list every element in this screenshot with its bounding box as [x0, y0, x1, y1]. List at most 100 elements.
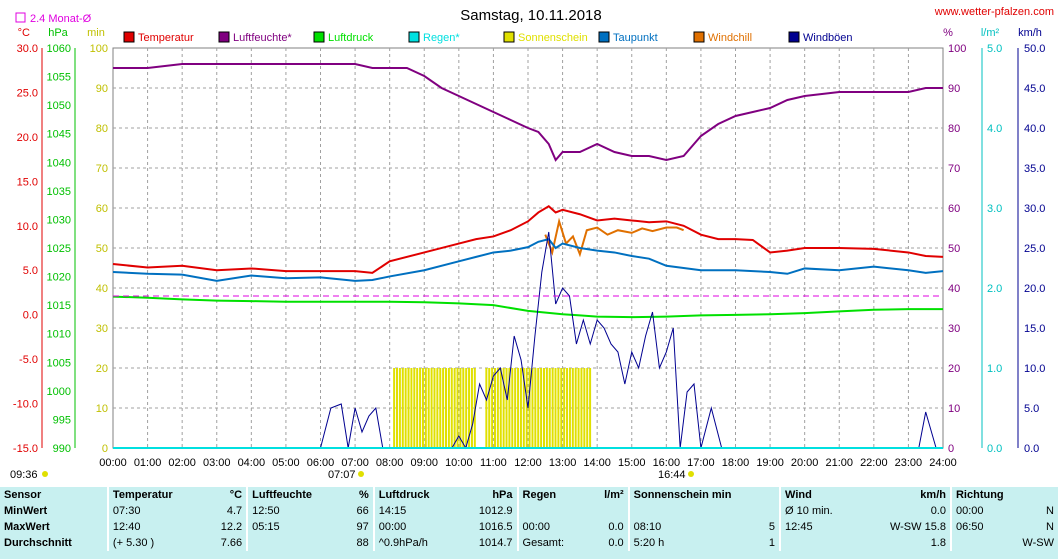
sunshine-bar [491, 368, 494, 448]
sunshine-bar [453, 368, 456, 448]
sunshine-bar [473, 368, 476, 448]
pressure-tick-label: 1015 [47, 300, 71, 312]
wind-time: 12:45 [779, 519, 860, 535]
minutes-tick-label: 70 [96, 163, 108, 175]
site-url[interactable]: www.wetter-pfalzen.com [934, 6, 1054, 18]
sunshine-bar [430, 368, 433, 448]
rain-tick-label: 1.0 [987, 363, 1002, 375]
humidity-tick-label: 60 [948, 203, 960, 215]
temp-time: 12:40 [106, 519, 205, 535]
sunshine-bar [413, 368, 416, 448]
sunshine-bar [499, 368, 502, 448]
x-tick-label: 08:00 [376, 457, 404, 469]
wind-tick-label: 15.0 [1024, 323, 1045, 335]
header-temperatur: Temperatur [106, 487, 205, 503]
pressure-tick-label: 1060 [47, 43, 71, 55]
temp-tick-label: 10.0 [17, 221, 38, 233]
sunshine-bar [583, 368, 586, 448]
table-row: MinWert 07:30 4.7 12:50 66 14:15 1012.9 … [0, 503, 1058, 519]
humidity-tick-label: 90 [948, 83, 960, 95]
sunrise-icon [358, 471, 364, 477]
sunshine-bar [470, 368, 473, 448]
moon-icon [42, 471, 48, 477]
sunshine-bar [534, 368, 537, 448]
header-hum-unit: % [358, 489, 369, 501]
wind-tick-label: 25.0 [1024, 243, 1045, 255]
sunshine-bar [505, 368, 508, 448]
dir-value: N [1046, 505, 1054, 517]
hum-value: 88 [356, 537, 369, 549]
x-tick-label: 12:00 [514, 457, 542, 469]
sunshine-bar [574, 368, 577, 448]
press-time: 14:15 [372, 503, 458, 519]
legend-label: Luftdruck [328, 32, 374, 44]
x-tick-label: 18:00 [722, 457, 750, 469]
sunshine-bar [416, 368, 419, 448]
pressure-tick-label: 1005 [47, 357, 71, 369]
x-tick-label: 07:00 [341, 457, 369, 469]
sunshine-bar [421, 368, 424, 448]
press-value: 1016.5 [478, 521, 513, 533]
sunshine-bar [577, 368, 580, 448]
stats-header-row: Sensor Temperatur °C Luftfeuchte % Luftd… [0, 487, 1058, 503]
sunshine-bar [436, 368, 439, 448]
rain-tick-label: 4.0 [987, 123, 1002, 135]
x-tick-label: 21:00 [825, 457, 853, 469]
sunshine-bar [531, 368, 534, 448]
sunshine-bar [511, 368, 514, 448]
header-regen: Regen [516, 487, 589, 503]
sunshine-bar [551, 368, 554, 448]
dir-time: 00:00 [949, 503, 1003, 519]
sunshine-bar [519, 368, 522, 448]
rain-value: 0.0 [608, 521, 624, 533]
rain-tick-label: 2.0 [987, 283, 1002, 295]
sunshine-bar [447, 368, 450, 448]
sunshine-bar [554, 368, 557, 448]
minutes-tick-label: 100 [90, 43, 108, 55]
sunshine-bar [398, 368, 401, 448]
legend-label: Taupunkt [613, 32, 658, 44]
sunshine-bar [442, 368, 445, 448]
wind-time: Ø 10 min. [779, 503, 860, 519]
series-line-windchill [544, 217, 684, 258]
x-tick-label: 11:00 [480, 457, 507, 469]
x-tick-label: 02:00 [168, 457, 196, 469]
sunshine-bar [485, 368, 488, 448]
legend-swatch [123, 31, 135, 43]
sunshine-bar [560, 368, 563, 448]
temp-value: 4.7 [226, 505, 243, 517]
wind-time [779, 535, 860, 551]
minutes-tick-label: 80 [96, 123, 108, 135]
sunshine-bar [488, 368, 491, 448]
pressure-tick-label: 1040 [47, 157, 71, 169]
hum-time [246, 535, 344, 551]
dir-time: 06:50 [949, 519, 1003, 535]
dir-value: W-SW [1022, 537, 1054, 549]
sun-value: 5 [768, 521, 776, 533]
sunshine-bar [571, 368, 574, 448]
humidity-tick-label: 40 [948, 283, 960, 295]
chart-legend: Temperatur Luftfeuchte* Luftdruck Regen* Son… [123, 31, 853, 44]
sunshine-bar [493, 368, 496, 448]
hum-time: 12:50 [246, 503, 344, 519]
temp-tick-label: -10.0 [13, 399, 38, 411]
wind-value: W-SW 15.8 [889, 521, 946, 533]
temp-tick-label: 20.0 [17, 132, 38, 144]
header-sonnenschein: Sonnenschein min [627, 487, 781, 503]
x-tick-label: 05:00 [272, 457, 300, 469]
rain-avg-label: 2.4 Monat-Ø [30, 13, 92, 25]
wind-tick-label: 45.0 [1024, 83, 1045, 95]
sunshine-bar [537, 368, 540, 448]
sunshine-bar [439, 368, 442, 448]
sunshine-bar [433, 368, 436, 448]
header-temp-unit: °C [229, 489, 243, 501]
sunshine-bar [528, 368, 531, 448]
chart-series [112, 63, 944, 450]
minutes-tick-label: 0 [102, 443, 108, 455]
x-tick-label: 03:00 [203, 457, 231, 469]
rain-tick-label: 3.0 [987, 203, 1002, 215]
temp-tick-label: 15.0 [17, 176, 38, 188]
minutes-tick-label: 50 [96, 243, 108, 255]
legend-swatch [313, 31, 325, 43]
